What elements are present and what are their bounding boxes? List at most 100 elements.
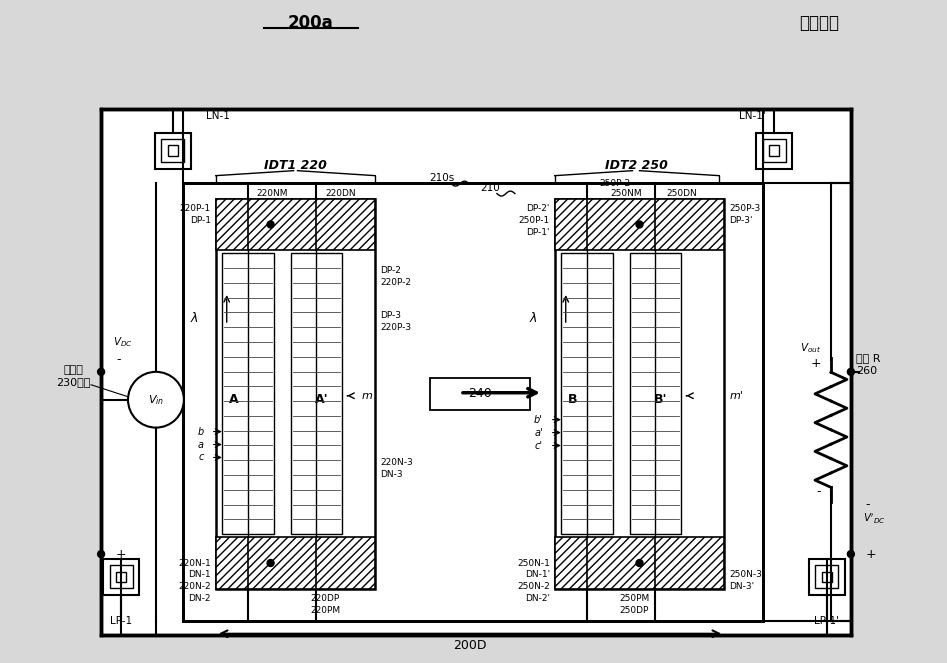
Bar bbox=[216, 198, 375, 589]
Text: 240: 240 bbox=[468, 387, 491, 400]
Text: 220N-2: 220N-2 bbox=[178, 582, 211, 591]
Text: $V_{DC}$: $V_{DC}$ bbox=[113, 335, 133, 349]
Bar bbox=[809, 559, 845, 595]
Text: DN-1: DN-1 bbox=[188, 570, 211, 579]
Text: m': m' bbox=[729, 391, 743, 400]
Text: 220P-1: 220P-1 bbox=[180, 204, 211, 213]
Text: LP-1: LP-1 bbox=[110, 616, 132, 626]
Text: b': b' bbox=[534, 414, 543, 424]
Bar bbox=[222, 253, 274, 534]
Circle shape bbox=[848, 369, 854, 375]
Text: 220P-3: 220P-3 bbox=[381, 322, 411, 332]
Bar bbox=[161, 139, 185, 162]
Bar bbox=[216, 198, 375, 251]
Text: +: + bbox=[116, 548, 127, 560]
Text: 信号源: 信号源 bbox=[63, 365, 83, 375]
Bar bbox=[815, 566, 838, 589]
Text: λ: λ bbox=[529, 312, 537, 325]
Text: 250DN: 250DN bbox=[666, 189, 697, 198]
Text: DP-3': DP-3' bbox=[729, 216, 753, 225]
Text: 200D: 200D bbox=[454, 639, 487, 652]
Text: 250N-2: 250N-2 bbox=[517, 582, 550, 591]
Text: 260: 260 bbox=[856, 366, 877, 376]
Bar bbox=[756, 133, 792, 168]
Bar bbox=[822, 572, 832, 582]
Text: A: A bbox=[229, 393, 239, 406]
Bar bbox=[762, 139, 786, 162]
Text: IDT2 250: IDT2 250 bbox=[605, 159, 668, 172]
Text: 220DP: 220DP bbox=[311, 594, 340, 603]
Bar bbox=[630, 253, 682, 534]
Text: a': a' bbox=[534, 428, 543, 438]
Bar bbox=[430, 378, 529, 410]
Circle shape bbox=[848, 550, 854, 558]
Text: 250P-1: 250P-1 bbox=[519, 216, 550, 225]
Bar bbox=[101, 109, 851, 634]
Text: 输出 R: 输出 R bbox=[856, 353, 881, 363]
Bar bbox=[110, 566, 133, 589]
Text: c: c bbox=[199, 452, 204, 463]
Text: B: B bbox=[568, 393, 578, 406]
Text: +: + bbox=[866, 548, 877, 560]
Bar bbox=[291, 253, 343, 534]
Text: DP-1': DP-1' bbox=[527, 228, 550, 237]
Circle shape bbox=[98, 369, 104, 375]
Text: DN-2: DN-2 bbox=[188, 594, 211, 603]
Bar bbox=[103, 559, 139, 595]
Text: 230输入: 230输入 bbox=[56, 377, 90, 387]
Circle shape bbox=[128, 372, 184, 428]
Text: B': B' bbox=[653, 393, 668, 406]
Bar bbox=[216, 537, 375, 589]
Bar bbox=[769, 145, 779, 156]
Bar bbox=[116, 572, 126, 582]
Text: 250N-3: 250N-3 bbox=[729, 570, 762, 579]
Text: DN-3: DN-3 bbox=[381, 470, 402, 479]
Bar bbox=[155, 133, 191, 168]
Text: -: - bbox=[866, 498, 870, 511]
Text: -: - bbox=[116, 353, 120, 367]
Bar bbox=[183, 182, 763, 621]
Text: -: - bbox=[816, 485, 821, 498]
Text: DN-3': DN-3' bbox=[729, 582, 755, 591]
Text: 210s: 210s bbox=[430, 172, 455, 182]
Text: LP-1': LP-1' bbox=[814, 616, 839, 626]
Text: LN-1: LN-1 bbox=[205, 111, 230, 121]
Text: 250DP: 250DP bbox=[619, 607, 649, 615]
Text: 220N-1: 220N-1 bbox=[178, 558, 211, 568]
Text: $V'_{DC}$: $V'_{DC}$ bbox=[863, 512, 885, 526]
Text: LN-1': LN-1' bbox=[740, 111, 766, 121]
Text: DP-2: DP-2 bbox=[381, 266, 402, 274]
Text: 220N-3: 220N-3 bbox=[381, 458, 413, 467]
Text: a: a bbox=[198, 440, 204, 450]
Text: b: b bbox=[198, 426, 204, 436]
Bar bbox=[561, 253, 613, 534]
Text: DP-2': DP-2' bbox=[527, 204, 550, 213]
Text: IDT1 220: IDT1 220 bbox=[264, 159, 327, 172]
Text: 220NM: 220NM bbox=[257, 189, 288, 198]
Circle shape bbox=[98, 550, 104, 558]
Text: 220DN: 220DN bbox=[325, 189, 356, 198]
Text: 250P-2: 250P-2 bbox=[599, 179, 631, 188]
Text: m: m bbox=[362, 391, 373, 400]
Text: +: + bbox=[811, 357, 821, 371]
Circle shape bbox=[636, 560, 643, 566]
Text: 250P-3: 250P-3 bbox=[729, 204, 760, 213]
Text: 220P-2: 220P-2 bbox=[381, 278, 411, 286]
Text: λ: λ bbox=[190, 312, 198, 325]
Text: DN-2': DN-2' bbox=[525, 594, 550, 603]
Text: c': c' bbox=[535, 440, 543, 451]
Text: 250N-1: 250N-1 bbox=[517, 558, 550, 568]
Text: DN-1': DN-1' bbox=[525, 570, 550, 579]
Bar bbox=[168, 145, 178, 156]
Circle shape bbox=[267, 560, 274, 566]
Text: 200a: 200a bbox=[288, 15, 333, 32]
Text: 250PM: 250PM bbox=[619, 594, 650, 603]
Text: 210: 210 bbox=[480, 182, 500, 193]
Text: DP-3: DP-3 bbox=[381, 310, 402, 320]
Text: 前有技术: 前有技术 bbox=[799, 15, 839, 32]
Bar bbox=[555, 198, 724, 251]
Text: A': A' bbox=[314, 393, 329, 406]
Circle shape bbox=[267, 221, 274, 228]
Text: $V_{in}$: $V_{in}$ bbox=[148, 392, 164, 406]
Circle shape bbox=[636, 221, 643, 228]
